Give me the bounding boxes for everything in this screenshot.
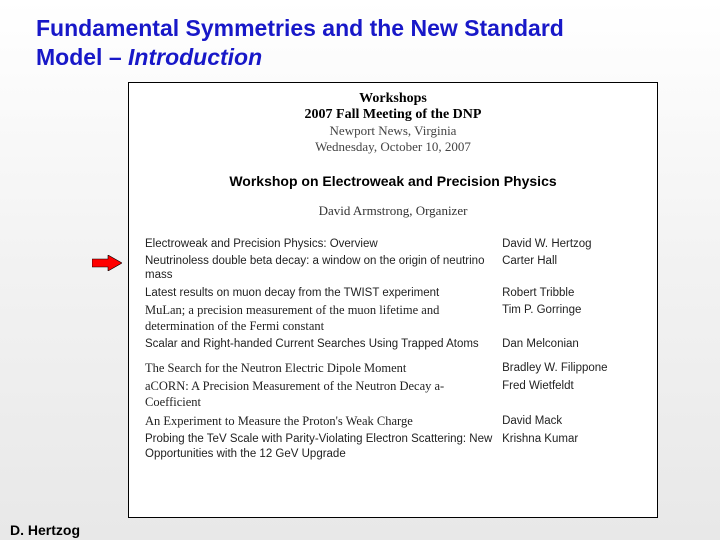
slide-title-main: Fundamental Symmetries and the New Stand… bbox=[36, 15, 564, 70]
table-row: aCORN: A Precision Measurement of the Ne… bbox=[145, 378, 641, 412]
talk-author: Dan Melconian bbox=[502, 336, 641, 353]
table-row: Scalar and Right-handed Current Searches… bbox=[145, 336, 641, 353]
talk-author: Robert Tribble bbox=[502, 284, 641, 301]
talk-title: Neutrinoless double beta decay: a window… bbox=[145, 252, 502, 284]
talk-title: aCORN: A Precision Measurement of the Ne… bbox=[145, 378, 502, 412]
talk-author: Carter Hall bbox=[502, 252, 641, 284]
header-line-meeting: 2007 Fall Meeting of the DNP bbox=[145, 107, 641, 123]
talk-title: Scalar and Right-handed Current Searches… bbox=[145, 336, 502, 353]
header-line-workshops: Workshops bbox=[145, 91, 641, 107]
talk-title: Probing the TeV Scale with Parity-Violat… bbox=[145, 431, 502, 463]
header-line-date: Wednesday, October 10, 2007 bbox=[145, 139, 641, 155]
doc-header: Workshops 2007 Fall Meeting of the DNP N… bbox=[145, 91, 641, 155]
slide-title-italic: Introduction bbox=[128, 44, 262, 70]
talk-author: David Mack bbox=[502, 412, 641, 431]
talk-author: Bradley W. Filippone bbox=[502, 359, 641, 378]
document-box: Workshops 2007 Fall Meeting of the DNP N… bbox=[128, 82, 658, 518]
arrow-icon bbox=[92, 255, 122, 271]
table-row: Latest results on muon decay from the TW… bbox=[145, 284, 641, 301]
slide-title: Fundamental Symmetries and the New Stand… bbox=[36, 14, 596, 72]
table-row: Neutrinoless double beta decay: a window… bbox=[145, 252, 641, 284]
workshop-title: Workshop on Electroweak and Precision Ph… bbox=[145, 173, 641, 189]
talk-title: An Experiment to Measure the Proton's We… bbox=[145, 412, 502, 431]
talk-title: Electroweak and Precision Physics: Overv… bbox=[145, 235, 502, 252]
talk-author: Tim P. Gorringe bbox=[502, 302, 641, 336]
talk-author: Krishna Kumar bbox=[502, 431, 641, 463]
talks-table: Electroweak and Precision Physics: Overv… bbox=[145, 235, 641, 462]
talk-author: Fred Wietfeldt bbox=[502, 378, 641, 412]
talk-title: The Search for the Neutron Electric Dipo… bbox=[145, 359, 502, 378]
talk-title: Latest results on muon decay from the TW… bbox=[145, 284, 502, 301]
table-row: Probing the TeV Scale with Parity-Violat… bbox=[145, 431, 641, 463]
talk-author: David W. Hertzog bbox=[502, 235, 641, 252]
table-row: Electroweak and Precision Physics: Overv… bbox=[145, 235, 641, 252]
table-row: An Experiment to Measure the Proton's We… bbox=[145, 412, 641, 431]
header-line-location: Newport News, Virginia bbox=[145, 123, 641, 139]
footer-author: D. Hertzog bbox=[10, 522, 80, 538]
table-row: The Search for the Neutron Electric Dipo… bbox=[145, 359, 641, 378]
talk-title: MuLan; a precision measurement of the mu… bbox=[145, 302, 502, 336]
table-row: MuLan; a precision measurement of the mu… bbox=[145, 302, 641, 336]
organizer: David Armstrong, Organizer bbox=[145, 203, 641, 219]
